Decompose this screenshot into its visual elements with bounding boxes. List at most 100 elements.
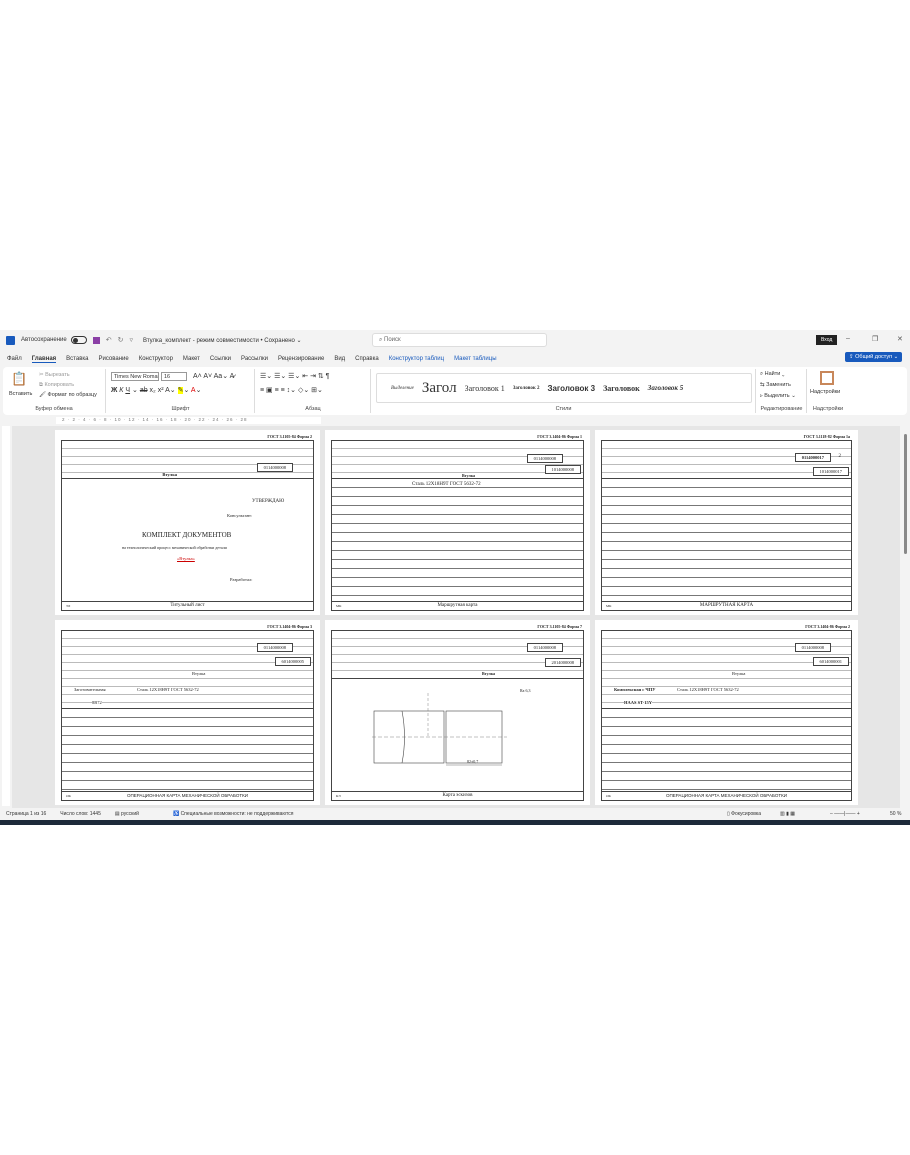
accessibility-label: Специальные возможности: не поддерживают…	[180, 811, 294, 817]
tab-table-layout[interactable]: Макет таблицы	[454, 356, 497, 362]
undo-icon[interactable]: ↶	[105, 337, 112, 344]
autosave-toggle[interactable]	[70, 336, 87, 344]
footer-title: Титульный лист	[170, 603, 205, 608]
horizontal-ruler[interactable]: 2 · 2 · 4 · 6 · 8 · 10 · 12 · 14 · 16 · …	[0, 416, 910, 425]
tab-layout[interactable]: Макет	[182, 356, 200, 362]
footer-code: КЭ	[336, 794, 341, 798]
dimension-label: 82±0,7	[467, 759, 479, 764]
autosave-label: Автосохранение	[21, 337, 67, 343]
close-icon[interactable]: ✕	[897, 336, 903, 343]
signin-button[interactable]: Вход	[816, 335, 838, 345]
zoom-level[interactable]: 50 %	[890, 811, 902, 817]
doc-code: 0114000008	[526, 454, 563, 463]
view-buttons[interactable]: ▥ ▮ ▦	[780, 811, 795, 817]
equipment-text: 8В72	[92, 700, 102, 705]
list-buttons[interactable]: ☰⌄ ☰⌄ ☰⌄ ⇤ ⇥ ⇅ ¶	[260, 373, 330, 380]
page-frame: 0114000008 6014000005 Втулка Заготовител…	[61, 630, 314, 801]
scrollbar-thumb[interactable]	[904, 434, 907, 554]
footer-title: Маршрутная карта	[437, 603, 478, 608]
addins-icon[interactable]	[820, 371, 834, 385]
find-button[interactable]: ⌕ Найти ⌄	[760, 371, 785, 377]
word-window: Автосохранение ↶ ↻ ▿ Втулка_комплект - р…	[0, 330, 910, 825]
format-painter-button[interactable]: 🖌 Формат по образцу	[39, 392, 97, 398]
document-title[interactable]: Втулка_комплект - режим совместимости • …	[143, 337, 302, 344]
doc-subtitle: на технологический процесс механической …	[122, 545, 227, 550]
tab-mailings[interactable]: Рассылки	[241, 356, 268, 362]
ribbon: 📋 Вставить ✂ Вырезать ⧉ Копировать 🖌 Фор…	[3, 367, 907, 415]
page-footer: ОК ОПЕРАЦИОННАЯ КАРТА МЕХАНИЧЕСКОЙ ОБРАБО…	[62, 791, 313, 800]
focus-label: Фокусировка	[731, 811, 761, 817]
styles-gallery: Выделение Загол Заголовок 1 Заголовок 2 …	[376, 373, 752, 403]
restore-icon[interactable]: ❐	[872, 336, 879, 343]
save-icon[interactable]	[92, 336, 100, 344]
footer-code: ОК	[606, 794, 611, 798]
accessibility-status[interactable]: ♿ Специальные возможности: не поддержива…	[172, 811, 294, 817]
format-painter-label: Формат по образцу	[47, 392, 97, 398]
tab-review[interactable]: Рецензирование	[277, 356, 325, 362]
part-name: Втулка	[482, 671, 495, 676]
operation-name: Комплексная с ЧПУ	[614, 687, 656, 692]
tab-insert[interactable]: Вставка	[66, 356, 89, 362]
page-count[interactable]: Страница 1 из 16	[6, 811, 47, 817]
font-name-select[interactable]: Times New Roman	[111, 372, 159, 381]
document-area[interactable]: ГОСТ 3.1105-84 Форма 2 0114000008 Втулка…	[12, 426, 900, 808]
roughness-label: Ra 6,3	[520, 688, 531, 693]
route-table	[332, 479, 583, 601]
style-heading5[interactable]: Заголовок 5	[647, 384, 684, 392]
style-emphasis[interactable]: Выделение	[391, 385, 414, 391]
style-heading3[interactable]: Заголовок 3	[547, 383, 596, 393]
font-format-buttons[interactable]: Ж К Ч ⌄ ab x₂ x² A⌄ ✎⌄ A⌄	[111, 387, 202, 394]
cut-button[interactable]: ✂ Вырезать	[39, 372, 70, 378]
style-title[interactable]: Загол	[421, 379, 457, 396]
paste-icon[interactable]: 📋	[11, 371, 28, 386]
share-button[interactable]: ⇪ Общий доступ ⌄	[845, 352, 903, 362]
style-heading2[interactable]: Заголовок 2	[512, 385, 540, 391]
style-heading4[interactable]: Заголовок	[603, 383, 640, 393]
tab-table-design[interactable]: Конструктор таблиц	[388, 356, 445, 362]
font-size-select[interactable]: 16	[161, 372, 187, 381]
font-size-buttons[interactable]: A˄ A˅ Aa⌄ A̷	[193, 373, 235, 380]
tab-design[interactable]: Конструктор	[138, 356, 173, 362]
consultant-text: Консультант:	[227, 513, 253, 518]
copy-button[interactable]: ⧉ Копировать	[39, 382, 75, 388]
styles-label: Стили	[555, 406, 572, 412]
tab-help[interactable]: Справка	[355, 356, 379, 362]
editing-label: Редактирование	[760, 406, 803, 412]
style-heading1[interactable]: Заголовок 1	[464, 383, 505, 393]
select-button[interactable]: ▹ Выделить ⌄	[760, 393, 796, 399]
customize-icon[interactable]: ▿	[129, 337, 134, 344]
page-frame: 0114000017 2 1014000017 МК МАРШРУТНАЯ КАР…	[601, 440, 852, 611]
tab-home[interactable]: Главная	[31, 355, 57, 363]
tab-draw[interactable]: Рисование	[98, 356, 129, 362]
part-quote: «Втулка»	[177, 556, 195, 561]
tab-view[interactable]: Вид	[334, 356, 346, 362]
search-input[interactable]: ⌕ Поиск	[372, 333, 547, 347]
tab-file[interactable]: Файл	[7, 356, 22, 362]
vertical-scrollbar[interactable]	[900, 426, 910, 808]
redo-icon[interactable]: ↻	[117, 337, 124, 344]
footer-code: МК	[606, 604, 612, 608]
addins-label: Надстройки	[812, 406, 844, 412]
addins-button[interactable]: Надстройки	[810, 389, 841, 395]
zoom-slider[interactable]: – ——|—— +	[830, 811, 860, 817]
route-table	[602, 479, 851, 601]
align-buttons[interactable]: ≡ ▣ ≡ ≡ ↕⌄ ◇⌄ ⊞⌄	[260, 387, 323, 394]
status-bar: Страница 1 из 16 Число слов: 1445 ▤ русс…	[0, 808, 910, 820]
vertical-ruler[interactable]	[2, 426, 10, 806]
clipboard-group: 📋 Вставить ✂ Вырезать ⧉ Копировать 🖌 Фор…	[3, 369, 106, 413]
footer-title: ОПЕРАЦИОННАЯ КАРТА МЕХАНИЧЕСКОЙ ОБРАБОТК…	[127, 793, 248, 798]
replace-button[interactable]: ⇆ Заменить	[760, 382, 791, 388]
paste-button[interactable]: Вставить	[9, 391, 33, 397]
minimize-icon[interactable]: –	[846, 335, 850, 342]
word-count[interactable]: Число слов: 1445	[60, 811, 101, 817]
gost-label: ГОСТ 3.1404-86 Форма 3	[267, 624, 312, 629]
footer-title: Карта эскизов	[442, 793, 473, 798]
select-label: Выделить	[764, 393, 790, 399]
language[interactable]: ▤ русский	[114, 811, 139, 817]
focus-button[interactable]: ▯ Фокусировка	[727, 811, 761, 817]
font-label: Шрифт	[171, 406, 190, 412]
doc-code: 0114000008	[526, 643, 563, 652]
page-footer: ОК ОПЕРАЦИОННАЯ КАРТА МЕХАНИЧЕСКОЙ ОБРАБО…	[602, 791, 851, 800]
part-name: Втулка	[732, 671, 746, 676]
tab-references[interactable]: Ссылки	[209, 356, 232, 362]
